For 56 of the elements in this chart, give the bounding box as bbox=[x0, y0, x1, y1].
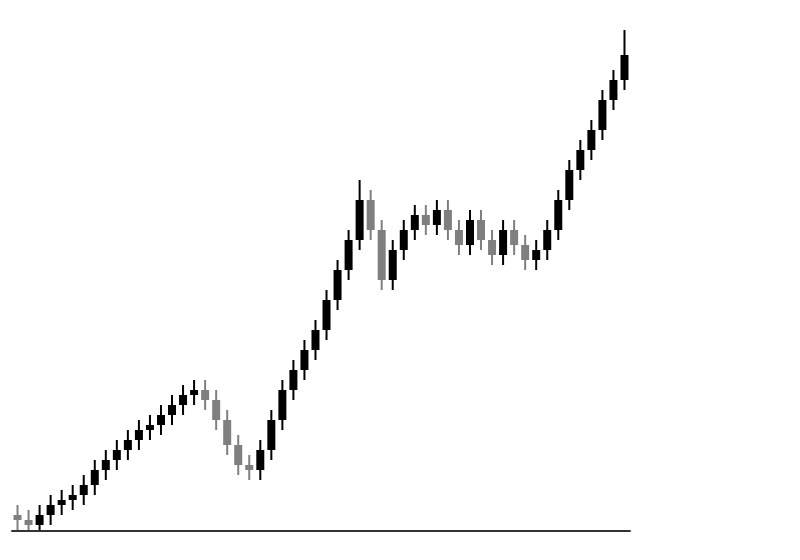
candlestick bbox=[179, 384, 188, 416]
candlestick bbox=[465, 209, 474, 256]
candlestick bbox=[609, 69, 618, 111]
candlestick bbox=[322, 289, 331, 341]
candlestick bbox=[399, 219, 408, 261]
candlestick bbox=[443, 199, 452, 241]
candlestick bbox=[278, 379, 287, 431]
candlestick bbox=[112, 439, 121, 471]
candlestick bbox=[366, 189, 375, 241]
candlestick bbox=[510, 219, 519, 256]
candlestick bbox=[267, 409, 276, 461]
candlestick bbox=[454, 219, 463, 256]
candlestick bbox=[168, 394, 177, 426]
candlestick bbox=[123, 429, 132, 461]
candlestick bbox=[377, 219, 386, 291]
candlestick bbox=[355, 179, 364, 251]
candlestick bbox=[24, 509, 33, 531]
candlestick bbox=[543, 219, 552, 261]
candlestick bbox=[234, 434, 243, 476]
candlestick bbox=[90, 459, 99, 496]
candlestick bbox=[587, 119, 596, 161]
candlestick bbox=[101, 449, 110, 481]
candlestick bbox=[145, 414, 154, 441]
candlestick bbox=[565, 159, 574, 211]
candlestick bbox=[300, 339, 309, 381]
candlestick bbox=[432, 199, 441, 236]
candlestick bbox=[212, 389, 221, 431]
candlestick bbox=[156, 404, 165, 436]
candlestick bbox=[35, 504, 44, 531]
candlestick bbox=[311, 319, 320, 361]
candlestick bbox=[488, 229, 497, 266]
candlestick bbox=[598, 89, 607, 141]
candlestick bbox=[554, 189, 563, 241]
candlestick bbox=[46, 494, 55, 526]
candlestick bbox=[620, 29, 629, 91]
candlestick bbox=[256, 439, 265, 481]
candlestick bbox=[532, 239, 541, 271]
candlestick bbox=[410, 204, 419, 241]
candlestick bbox=[190, 379, 199, 406]
candlestick bbox=[477, 209, 486, 251]
candlestick bbox=[289, 359, 298, 401]
candlestick bbox=[134, 419, 143, 451]
candlestick bbox=[421, 204, 430, 236]
candlestick bbox=[245, 454, 254, 481]
candlestick bbox=[57, 489, 66, 516]
candlestick bbox=[13, 504, 22, 531]
candlestick bbox=[201, 379, 210, 411]
candlestick bbox=[388, 239, 397, 291]
candlestick bbox=[576, 139, 585, 181]
candlestick bbox=[344, 229, 353, 281]
candlestick bbox=[223, 409, 232, 456]
candlestick bbox=[79, 474, 88, 506]
candlestick bbox=[499, 219, 508, 266]
candlestick bbox=[333, 259, 342, 311]
candlestick bbox=[68, 484, 77, 511]
candlestick bbox=[521, 234, 530, 271]
